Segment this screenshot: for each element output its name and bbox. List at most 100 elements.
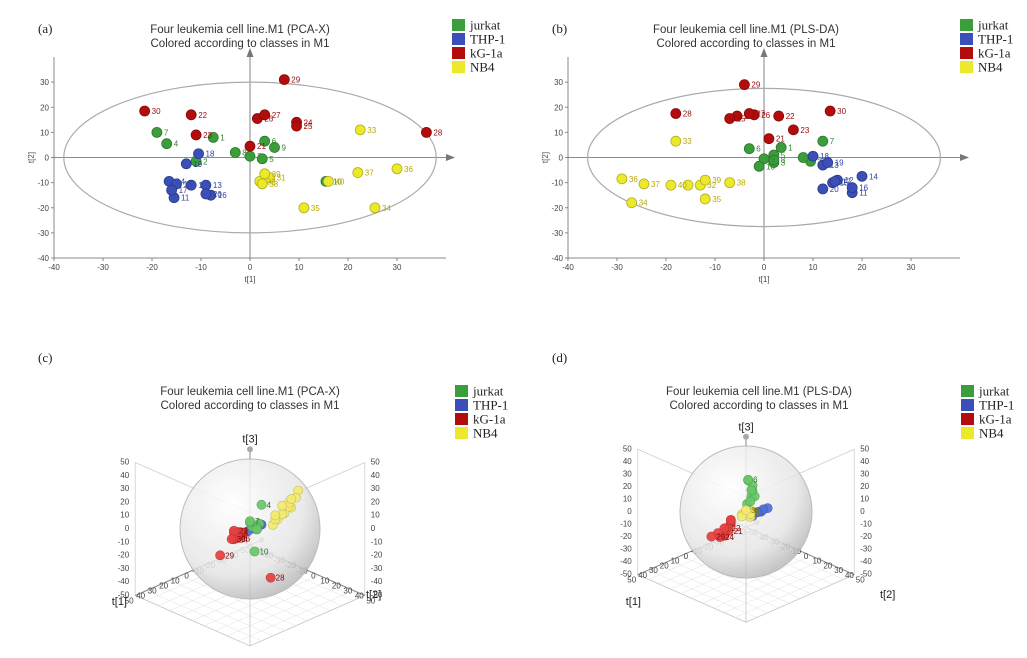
point-label: 7 [830, 137, 835, 146]
z-tick-label-right: -20 [371, 551, 383, 560]
point-label: 11 [181, 194, 190, 203]
y-tick-label: -20 [551, 204, 563, 213]
legend-swatch [455, 427, 468, 439]
panel-b: (b) Four leukemia cell line.M1 (PLS-DA) Co… [514, 0, 1027, 329]
point-label: 37 [365, 169, 374, 178]
point-kg-1a [420, 126, 432, 138]
y-tick-label: -40 [551, 254, 563, 263]
y-tick-label: 20 [40, 103, 49, 112]
chart-title: Four leukemia cell line.M1 (PLS-DA) [666, 386, 852, 398]
z-tick-label-right: 10 [371, 511, 380, 520]
point-label: 2 [203, 157, 208, 166]
point-label: 5 [781, 151, 786, 160]
point-label: 36 [404, 165, 413, 174]
point-label: 23 [239, 529, 248, 538]
point-label: 22 [732, 524, 741, 533]
chart-subtitle: Colored according to classes in M1 [670, 400, 849, 412]
grid-line [146, 590, 262, 642]
point-thp-1 [822, 157, 834, 168]
z-tick-label-right: 20 [371, 497, 380, 506]
chart-svg: (c) Four leukemia cell line.M1 (PCA-X) Col… [38, 350, 508, 647]
chart-svg: (a) Four leukemia cell line.M1 (PCA-X) Col… [27, 18, 505, 285]
point-label: 21 [257, 142, 266, 151]
z-tick-label-left: 30 [623, 469, 632, 478]
point-label: 31 [751, 507, 760, 516]
x-tick-label: 10 [809, 263, 818, 272]
y-tick-label: 50 [856, 576, 865, 585]
point-thp-1 [817, 183, 829, 195]
x-axis-label: t[1] [626, 596, 641, 608]
point-nb4 [682, 179, 694, 191]
y-arrow [246, 48, 254, 57]
legend-label: jurkat [978, 384, 1010, 399]
z-tick-label-right: -50 [860, 570, 872, 579]
y-tick-label: 40 [355, 591, 364, 600]
point-nb4 [616, 173, 628, 185]
point-label: 20 [830, 185, 839, 194]
y-tick-label: 10 [812, 557, 821, 566]
point-label: 33 [683, 137, 692, 146]
point-label: 8 [781, 156, 786, 165]
z-tick-label-left: -20 [620, 532, 632, 541]
z-tick-label-right: 40 [860, 457, 869, 466]
point-kg-1a [706, 531, 717, 542]
point-thp-1 [166, 184, 178, 196]
point-label: 17 [842, 177, 851, 186]
x-tick-label: 30 [148, 586, 157, 595]
point-kg-1a [139, 105, 151, 117]
z-tick-label-left: -50 [118, 591, 130, 600]
point-nb4 [665, 179, 677, 191]
z-tick-label-left: 50 [120, 458, 129, 467]
point-thp-1 [193, 148, 204, 160]
z-tick-label-left: 0 [125, 524, 130, 533]
point-label: 6 [756, 145, 761, 154]
x-tick-label: -40 [48, 263, 60, 272]
x-tick-label: 20 [159, 581, 168, 590]
point-label: 13 [213, 181, 222, 190]
point-jurkat [775, 142, 787, 153]
point-label: 10 [766, 162, 775, 171]
legend-swatch [452, 19, 465, 31]
x-tick-label: 30 [393, 263, 402, 272]
y-tick-label: 40 [845, 571, 854, 580]
legend-swatch [455, 385, 468, 397]
grid-line [169, 580, 285, 632]
point-label: 12 [845, 176, 854, 185]
z-tick-label-left: 40 [120, 471, 129, 480]
z-tick-label-left: -30 [118, 564, 130, 573]
y-tick-label: -10 [37, 179, 49, 188]
y-tick-label: 0 [804, 552, 809, 561]
x-tick-label: -40 [562, 263, 574, 272]
z-tick-label-left: 10 [623, 494, 632, 503]
chart-subtitle: Colored according to classes in M1 [657, 38, 836, 50]
z-tick-label-left: -20 [118, 551, 130, 560]
point-label: 17 [179, 186, 188, 195]
point-kg-1a [190, 129, 202, 141]
z-tick-label-left: -50 [620, 570, 632, 579]
x-tick-label: 10 [171, 576, 180, 585]
z-tick-label-left: -10 [118, 537, 130, 546]
legend-swatch [455, 413, 468, 425]
z-tick-label-left: 30 [120, 484, 129, 493]
point-thp-1 [185, 179, 197, 191]
z-tick-label-right: 20 [860, 482, 869, 491]
legend-label: NB4 [979, 426, 1004, 441]
point-kg-1a [724, 113, 736, 124]
y-tick-label: 0 [311, 571, 316, 580]
point-nb4 [277, 500, 288, 511]
point-label: 38 [269, 180, 278, 189]
point-label: 15 [184, 180, 193, 189]
point-kg-1a [226, 534, 237, 544]
point-nb4 [256, 178, 268, 190]
x-tick-label: 0 [184, 571, 189, 580]
point-label: 29 [751, 81, 760, 90]
point-kg-1a [763, 133, 775, 145]
point-nb4 [322, 175, 334, 187]
z-tick-label-left: 20 [120, 497, 129, 506]
point-thp-1 [856, 170, 868, 182]
panel-c: (c) Four leukemia cell line.M1 (PCA-X) Col… [0, 329, 513, 658]
z-tick-label-left: 50 [623, 444, 632, 453]
legend-swatch [961, 427, 974, 439]
point-jurkat [207, 131, 219, 143]
chart-title: Four leukemia cell line.M1 (PCA-X) [160, 386, 340, 398]
